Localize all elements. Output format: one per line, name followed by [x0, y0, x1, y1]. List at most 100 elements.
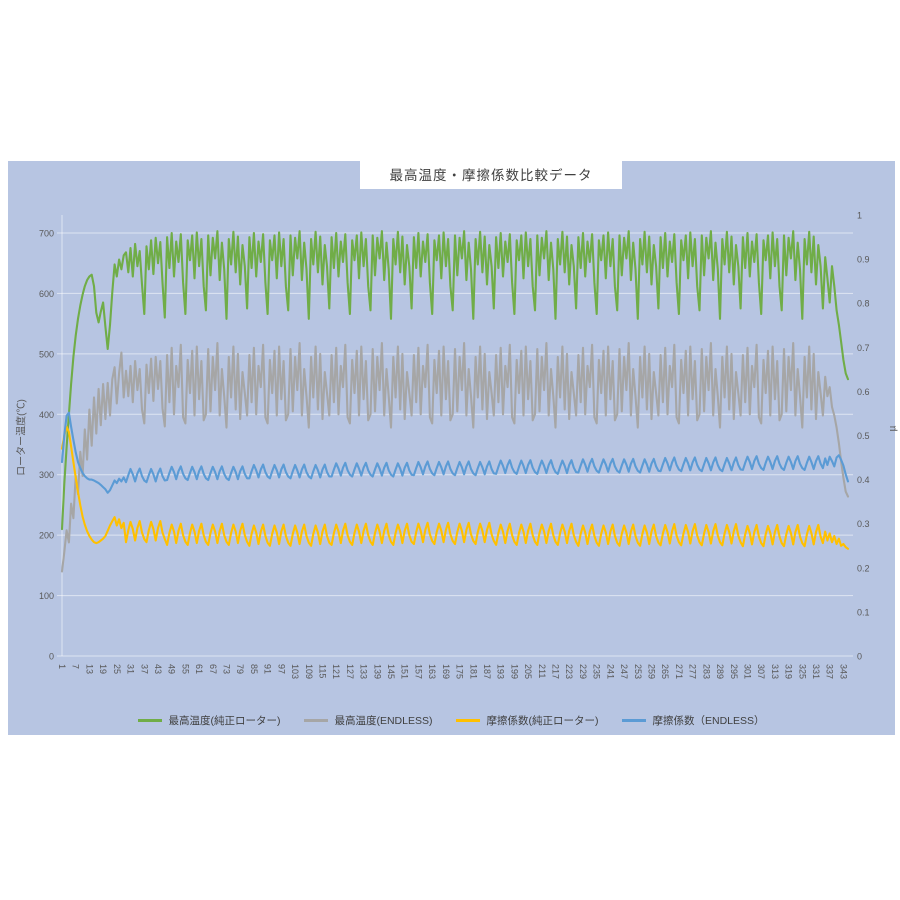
x-axis-tick-label: 145	[386, 664, 396, 679]
y-axis-right-tick-label: 0.8	[857, 299, 870, 309]
x-axis-tick-label: 319	[784, 664, 794, 679]
x-axis-tick-label: 133	[359, 664, 369, 679]
x-axis-tick-label: 127	[345, 664, 355, 679]
legend-label: 摩擦係数（ENDLESS）	[652, 715, 765, 727]
y-axis-left-tick-label: 400	[39, 410, 54, 420]
x-axis-tick-label: 25	[112, 664, 122, 674]
x-axis-tick-label: 85	[249, 664, 259, 674]
x-axis-tick-label: 199	[509, 664, 519, 679]
x-axis-tick-label: 301	[742, 664, 752, 679]
x-axis-tick-label: 19	[98, 664, 108, 674]
x-axis-tick-label: 115	[317, 664, 327, 678]
y-axis-left-tick-label: 600	[39, 289, 54, 299]
y-axis-left-tick-label: 300	[39, 470, 54, 480]
x-axis-tick-label: 103	[290, 664, 300, 679]
x-axis-tick-label: 37	[139, 664, 149, 674]
y-axis-left-tick-label: 500	[39, 349, 54, 359]
left-axis-title: ローター温度(℃)	[16, 399, 28, 476]
x-axis-tick-label: 277	[688, 664, 698, 679]
y-axis-left-tick-label: 0	[49, 652, 54, 662]
x-axis-tick-label: 91	[263, 664, 273, 674]
x-axis-tick-label: 343	[838, 664, 848, 679]
y-axis-right-tick-label: 0	[857, 652, 862, 662]
x-axis-tick-label: 307	[756, 664, 766, 679]
x-axis-tick-label: 259	[647, 664, 657, 679]
x-axis-tick-label: 163	[427, 664, 437, 679]
legend-label: 摩擦係数(純正ローター)	[486, 715, 599, 727]
series-line-3	[60, 425, 850, 550]
x-axis-tick-label: 337	[825, 664, 835, 679]
legend-label: 最高温度(ENDLESS)	[334, 715, 433, 727]
plot-svg: 0 100 200 300 400 500 600 700 0 0.1 0.2 0.3 0.4 0.5 0.…	[39, 211, 870, 680]
y-axis-right-tick-label: 0.4	[857, 475, 870, 485]
y-axis-right-tick-label: 0.3	[857, 519, 870, 529]
chart-panel: 0 100 200 300 400 500 600 700 0 0.1 0.2 0.3 0.4 0.5 0.…	[8, 158, 899, 735]
x-axis-tick-label: 49	[167, 664, 177, 674]
y-axis-right-tick-label: 0.7	[857, 343, 870, 353]
x-axis-tick-label: 181	[468, 664, 478, 679]
x-axis-tick-label: 313	[770, 664, 780, 679]
x-axis-tick-label: 211	[537, 664, 547, 678]
x-axis-tick-label: 109	[304, 664, 314, 679]
legend-line-marker	[138, 719, 163, 722]
y-axis-left-tick-label: 100	[39, 591, 54, 601]
x-axis-tick-label: 241	[605, 664, 615, 679]
x-axis-tick-label: 97	[276, 664, 286, 674]
x-axis-tick-label: 1	[57, 664, 67, 669]
x-axis-tick-label: 175	[455, 664, 465, 679]
legend-item-3: 摩擦係数(純正ローター)	[456, 713, 598, 728]
legend: 最高温度(純正ローター) 最高温度(ENDLESS) 摩擦係数(純正ローター) 摩擦係…	[8, 713, 895, 728]
x-axis-tick-label: 169	[441, 664, 451, 679]
legend-line-marker	[622, 719, 647, 722]
series-line-4	[60, 411, 850, 494]
chart-title-box: 最高温度・摩擦係数比較データ	[360, 158, 622, 189]
x-axis-tick-label: 13	[84, 664, 94, 674]
x-axis-tick-label: 205	[523, 664, 533, 679]
series-line-2	[60, 341, 850, 573]
legend-line-marker	[456, 719, 481, 722]
x-axis-tick-label: 139	[372, 664, 382, 679]
x-axis-tick-label: 247	[619, 664, 629, 679]
x-axis-tick-label: 289	[715, 664, 725, 679]
legend-item-4: 摩擦係数（ENDLESS）	[622, 713, 765, 728]
series-line-1	[60, 230, 850, 531]
x-axis-tick-label: 121	[331, 664, 341, 679]
x-axis-tick-label: 325	[797, 664, 807, 679]
y-axis-right-tick-label: 0.1	[857, 607, 870, 617]
x-axis-tick-label: 331	[811, 664, 821, 679]
x-axis-tick-label: 217	[551, 664, 561, 679]
x-axis-tick-label: 283	[701, 664, 711, 679]
x-axis-tick-label: 79	[235, 664, 245, 674]
legend-label: 最高温度(純正ローター)	[168, 715, 281, 727]
y-axis-left-tick-label: 200	[39, 531, 54, 541]
x-axis-tick-label: 253	[633, 664, 643, 679]
legend-item-2: 最高温度(ENDLESS)	[304, 713, 432, 728]
y-axis-right-tick-label: 1	[857, 211, 862, 221]
x-axis-tick-label: 229	[578, 664, 588, 679]
legend-item-1: 最高温度(純正ローター)	[138, 713, 280, 728]
x-axis-tick-label: 67	[208, 664, 218, 674]
x-axis-tick-label: 193	[496, 664, 506, 679]
x-axis-tick-label: 61	[194, 664, 204, 674]
right-axis-title: µ	[887, 425, 899, 432]
x-axis-tick-label: 223	[564, 664, 574, 679]
x-axis-tick-label: 235	[592, 664, 602, 679]
x-axis-tick-label: 187	[482, 664, 492, 679]
x-axis-tick-label: 295	[729, 664, 739, 679]
x-axis-tick-label: 31	[126, 664, 136, 674]
x-axis-tick-label: 7	[71, 664, 81, 669]
y-axis-right-tick-label: 0.5	[857, 431, 870, 441]
x-axis-tick-label: 271	[674, 664, 684, 679]
chart-title: 最高温度・摩擦係数比較データ	[389, 167, 593, 183]
y-axis-right-tick-label: 0.6	[857, 387, 870, 397]
y-axis-left-tick-label: 700	[39, 229, 54, 239]
x-axis-tick-label: 55	[180, 664, 190, 674]
x-axis-tick-label: 265	[660, 664, 670, 679]
legend-line-marker	[304, 719, 329, 722]
x-axis-tick-label: 73	[222, 664, 232, 674]
x-axis-tick-label: 151	[400, 664, 410, 679]
y-axis-right-tick-label: 0.2	[857, 563, 870, 573]
x-axis-tick-label: 157	[413, 664, 423, 679]
y-axis-right-tick-label: 0.9	[857, 255, 870, 265]
x-axis-tick-label: 43	[153, 664, 163, 674]
